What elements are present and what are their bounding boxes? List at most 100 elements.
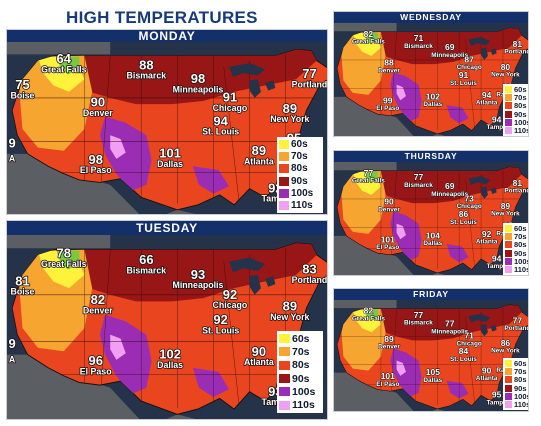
city-label: Portland: [292, 79, 327, 89]
city-label: Atlanta: [476, 99, 498, 106]
city-label: El Paso: [80, 165, 112, 175]
temperature-value: 84: [459, 346, 469, 356]
city-label: Tampa: [487, 399, 508, 406]
temperature-band-3: [364, 32, 378, 45]
legend-item: 60s: [505, 358, 527, 368]
temperature-value: 9: [9, 136, 16, 151]
temperature-value: 71: [464, 331, 474, 341]
temperature-value: 73: [464, 193, 474, 203]
legend-item: 110s: [279, 200, 321, 212]
city-label: Dallas: [157, 159, 183, 169]
legend-swatch: [505, 257, 512, 265]
temperature-value: 78: [57, 246, 71, 261]
legend-label: 70s: [514, 232, 527, 241]
great-lakes: [468, 313, 497, 337]
neighbor-land: [334, 162, 446, 275]
legend-label: 90s: [292, 372, 310, 385]
city-label: Minneapolis: [173, 84, 224, 94]
day-header: FRIDAY: [334, 289, 528, 300]
day-header: THURSDAY: [334, 151, 528, 162]
legend-label: 80s: [291, 163, 308, 175]
legend-item: 110s: [505, 265, 529, 275]
city-label: Portland: [504, 49, 528, 56]
temperature-band-0: [84, 242, 317, 302]
state-borders: [17, 54, 317, 204]
legend-swatch: [279, 374, 290, 384]
temperature-band-5: [396, 84, 406, 101]
city-label: Minneapolis: [431, 191, 468, 198]
temperature-value: 88: [139, 57, 153, 72]
city-label: Tampa: [487, 263, 508, 270]
temperature-value: 105: [426, 367, 440, 377]
temperature-value: 86: [459, 209, 469, 219]
panel-wednesday: WEDNESDAY 82 Great Falls 71 Bismarck 69 Minnea…: [333, 11, 529, 137]
temperature-value: 9: [9, 336, 16, 351]
legend-label: 100s: [514, 117, 528, 127]
legend-label: 80s: [514, 240, 527, 250]
legend-swatch: [505, 359, 512, 367]
state-borders: [340, 308, 522, 405]
temperature-value: 91: [223, 90, 237, 105]
city-label: New York: [270, 114, 309, 124]
great-lakes: [228, 257, 276, 295]
city-label: Chicago: [457, 203, 482, 210]
legend-swatch: [279, 334, 290, 344]
legend-label: 60s: [292, 332, 310, 345]
legend-swatch: [505, 376, 512, 384]
temperature-value: 102: [426, 91, 440, 101]
temperature-value: 81: [513, 39, 523, 49]
temperature-value: 69: [445, 181, 455, 191]
temperature-value: 98: [89, 152, 103, 167]
legend-item: 80s: [279, 163, 321, 175]
legend-swatch: [279, 201, 289, 211]
city-label: Denver: [83, 305, 113, 315]
temperature-value: 92: [482, 229, 492, 239]
legend-label: 90s: [514, 109, 527, 119]
legend-item: 60s: [279, 332, 321, 345]
city-label: Minneapolis: [173, 280, 224, 290]
temperature-value: 81: [15, 273, 29, 288]
temperature-value: 81: [513, 178, 523, 188]
legend-label: 110s: [291, 200, 313, 212]
temperature-band-3: [56, 56, 80, 75]
temperature-band-0: [380, 304, 522, 341]
city-label: St. Louis: [202, 127, 239, 137]
temperature-value: 98: [191, 71, 205, 86]
city-label: Denver: [378, 206, 400, 213]
city-label: Great Falls: [41, 64, 87, 74]
city-label: New York: [270, 312, 309, 322]
temperature-value: 94: [492, 253, 502, 263]
legend-label: 90s: [514, 383, 527, 393]
legend-item: 110s: [505, 400, 528, 409]
legend-item: 70s: [505, 232, 527, 241]
temperature-value: 82: [364, 29, 374, 39]
city-label: Chicago: [457, 64, 482, 71]
temperature-value: 94: [482, 90, 492, 100]
legend-item: 80s: [505, 240, 527, 250]
city-label: Atlanta: [476, 238, 498, 245]
city-label: Dallas: [423, 101, 442, 108]
legend-item: 100s: [279, 385, 321, 398]
great-lakes: [468, 175, 497, 199]
temperature-value: 75: [15, 77, 29, 92]
city-label: Atlanta: [244, 357, 274, 367]
temperature-value: 87: [464, 54, 474, 64]
page-title: HIGH TEMPERATURES: [66, 8, 258, 27]
legend-swatch: [505, 85, 512, 93]
city-label: Great Falls: [352, 315, 385, 322]
temperature-band-0: [380, 166, 522, 204]
legend-label: 90s: [514, 248, 527, 258]
temperature-value: 77: [445, 319, 455, 329]
city-label: Chicago: [457, 340, 482, 347]
city-label: New York: [491, 211, 520, 218]
temperature-value: 77: [414, 310, 424, 320]
legend-label: 80s: [292, 359, 310, 372]
city-label: A: [9, 153, 16, 163]
legend-label: 60s: [514, 358, 527, 368]
city-label: Great Falls: [41, 259, 87, 269]
legend-label: 110s: [514, 265, 529, 275]
temperature-band-3: [364, 309, 378, 321]
